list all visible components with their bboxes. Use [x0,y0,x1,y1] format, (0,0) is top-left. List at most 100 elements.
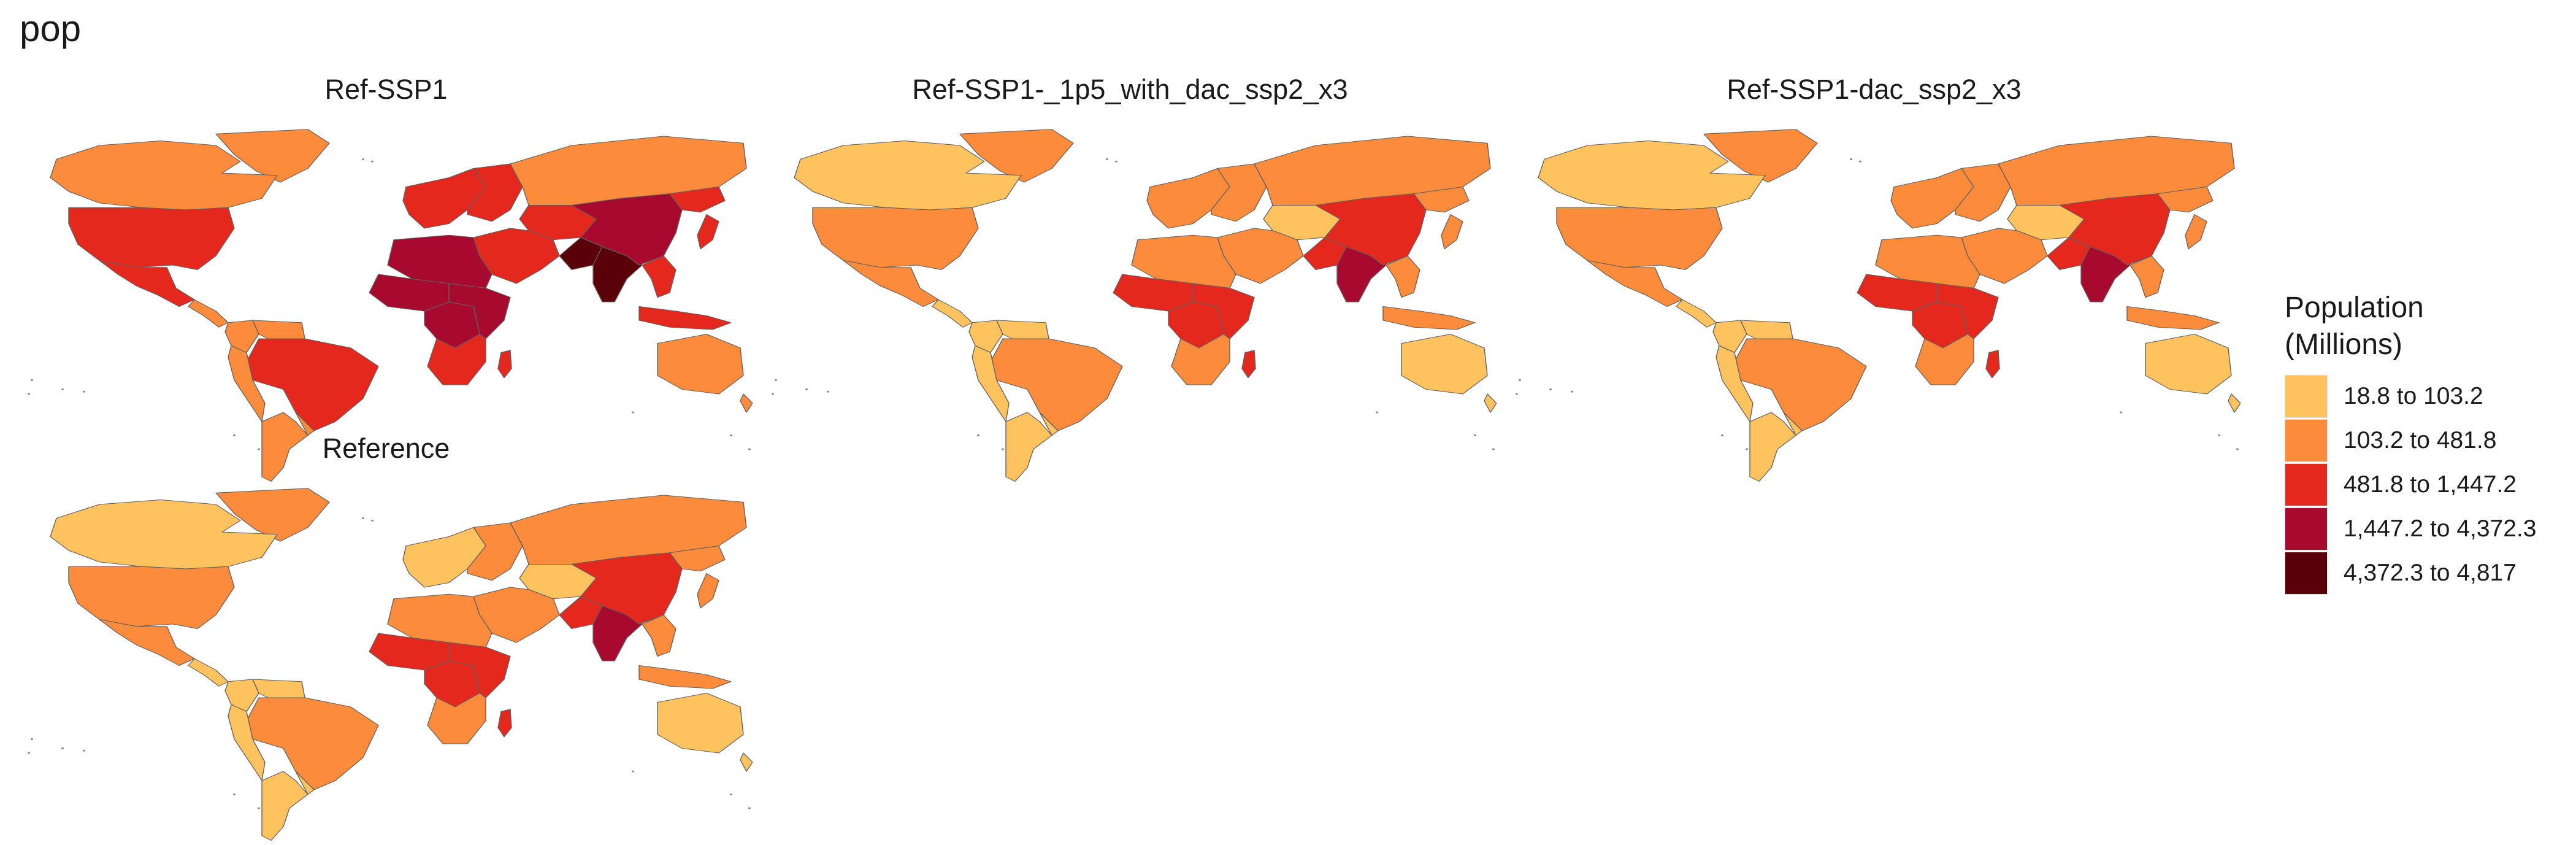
region-new-zealand [2228,393,2241,413]
region-southern-cone [1783,412,1803,436]
region-southeast-asia [642,614,677,657]
world-map [1516,129,2241,482]
island-speck [730,793,732,795]
island-speck [2120,411,2122,414]
region-southern-africa [427,692,486,744]
region-southeast-asia [642,255,677,298]
island-speck [632,770,634,773]
region-madagascar [497,709,512,738]
region-indonesia [638,306,732,330]
world-map [772,129,1497,482]
island-speck [730,434,732,436]
island-speck [977,434,979,436]
region-east-asia-se [669,545,726,572]
legend-item: 18.8 to 103.2 [2285,374,2536,419]
region-central-america [1676,299,1717,328]
region-mexico [99,619,195,666]
island-speck [1516,393,1518,395]
region-canada [794,140,1022,210]
region-china [571,193,683,266]
region-china [2059,193,2171,266]
legend-items: 18.8 to 103.2 103.2 to 481.8 481.8 to 1,44… [2285,374,2536,595]
region-east-asia-se [2157,186,2214,213]
region-argentina [1749,412,1796,482]
world-map [28,488,753,841]
legend-label: 481.8 to 1,447.2 [2344,471,2517,498]
region-central-america [932,299,973,328]
island-speck [258,448,260,450]
island-speck [1106,158,1108,160]
island-speck [1519,379,1521,381]
island-speck [1376,411,1378,414]
island-speck [28,752,30,754]
legend-label: 4,372.3 to 4,817 [2344,560,2517,586]
region-greenland [1703,129,1818,183]
legend-swatch [2285,463,2328,506]
legend-label: 103.2 to 481.8 [2344,427,2497,453]
region-east-asia-se [1413,186,1470,213]
island-speck [61,747,64,749]
island-speck [772,393,774,395]
island-speck [2218,434,2220,436]
island-speck [258,807,260,809]
legend-title-line: Population [2285,291,2424,324]
island-speck [632,411,634,414]
island-speck [371,160,374,163]
region-canada [50,499,278,569]
region-southern-africa [1171,333,1230,385]
island-speck [31,738,33,740]
region-usa [68,566,235,630]
legend-label: 1,447.2 to 4,372.3 [2344,515,2537,542]
region-australia [657,333,744,395]
world-map [28,129,753,482]
region-canada [50,140,278,210]
region-southern-cone [1039,412,1059,436]
panel-title: Ref-SSP1-_1p5_with_dac_ssp2_x3 [912,74,1348,105]
region-usa [1556,207,1723,271]
region-argentina [1005,412,1052,482]
region-new-zealand [1484,393,1497,413]
region-north-africa [387,593,493,648]
region-argentina [261,412,309,482]
region-north-africa [1131,234,1236,289]
region-usa [68,207,235,271]
island-speck [362,517,364,519]
legend-swatch [2285,375,2328,418]
island-speck [1492,448,1495,450]
region-greenland [215,129,330,183]
region-north-africa [1875,234,1980,289]
island-speck [83,390,85,393]
region-greenland [959,129,1074,183]
region-southern-cone [295,412,315,436]
region-western-europe [402,168,486,229]
chart-title: pop [20,8,82,49]
island-speck [1571,390,1573,393]
region-north-africa [387,234,493,289]
region-mexico [1587,260,1683,307]
legend-label: 18.8 to 103.2 [2344,383,2483,409]
region-southeast-asia [1386,255,1420,298]
region-brazil [990,338,1123,431]
island-speck [233,793,236,795]
region-brazil [246,697,379,790]
region-mexico [99,260,195,307]
island-speck [748,448,751,450]
legend-item: 481.8 to 1,447.2 [2285,463,2536,507]
legend-swatch [2285,552,2328,595]
region-australia [2145,333,2232,395]
legend-swatch [2285,507,2328,550]
region-brazil [246,338,379,431]
region-indonesia [1382,306,1476,330]
island-speck [1115,160,1117,163]
region-southern-africa [1915,333,1974,385]
island-speck [362,158,364,160]
island-speck [371,519,374,522]
region-central-america [188,658,229,687]
region-greenland [215,488,330,542]
island-speck [233,434,236,436]
region-southeast-asia [2129,255,2164,298]
region-madagascar [1985,350,2000,379]
island-speck [61,388,64,390]
region-japan [1441,214,1463,250]
region-canada [1538,140,1766,210]
